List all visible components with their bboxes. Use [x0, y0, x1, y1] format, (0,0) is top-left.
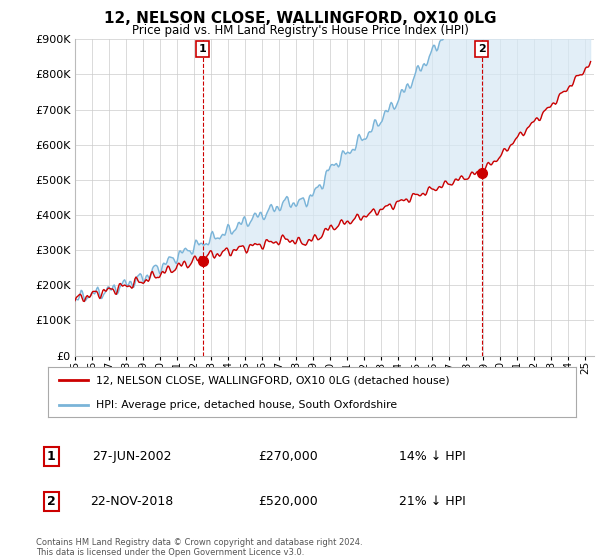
Text: 21% ↓ HPI: 21% ↓ HPI	[398, 494, 466, 508]
Text: Contains HM Land Registry data © Crown copyright and database right 2024.
This d: Contains HM Land Registry data © Crown c…	[36, 538, 362, 557]
Text: 1: 1	[47, 450, 55, 463]
Text: Price paid vs. HM Land Registry's House Price Index (HPI): Price paid vs. HM Land Registry's House …	[131, 24, 469, 36]
Text: 12, NELSON CLOSE, WALLINGFORD, OX10 0LG (detached house): 12, NELSON CLOSE, WALLINGFORD, OX10 0LG …	[95, 375, 449, 385]
Text: 27-JUN-2002: 27-JUN-2002	[92, 450, 172, 463]
Text: 22-NOV-2018: 22-NOV-2018	[91, 494, 173, 508]
Text: 2: 2	[478, 44, 485, 54]
Text: 14% ↓ HPI: 14% ↓ HPI	[398, 450, 466, 463]
Text: 2: 2	[47, 494, 55, 508]
Text: £270,000: £270,000	[258, 450, 318, 463]
Text: £520,000: £520,000	[258, 494, 318, 508]
Text: 12, NELSON CLOSE, WALLINGFORD, OX10 0LG: 12, NELSON CLOSE, WALLINGFORD, OX10 0LG	[104, 11, 496, 26]
Text: HPI: Average price, detached house, South Oxfordshire: HPI: Average price, detached house, Sout…	[95, 400, 397, 409]
Text: 1: 1	[199, 44, 206, 54]
